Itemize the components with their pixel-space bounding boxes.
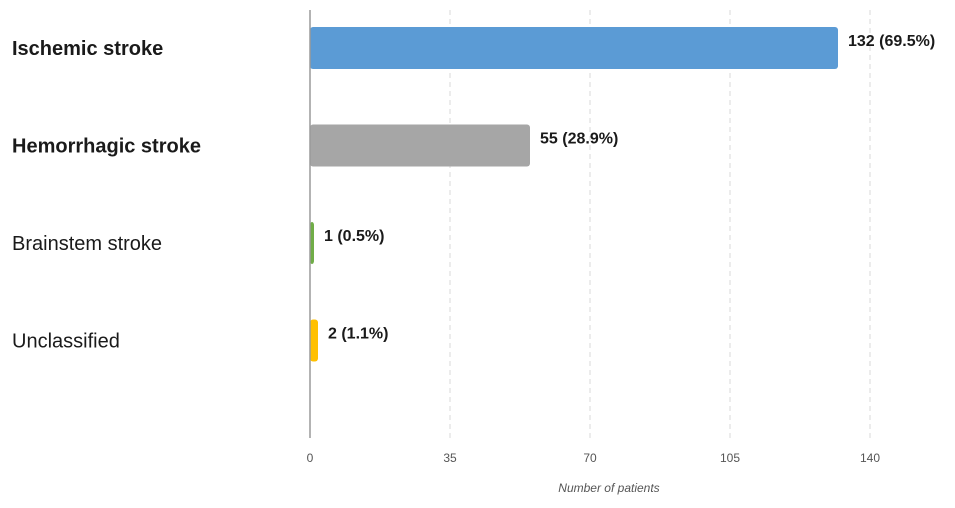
bar bbox=[310, 27, 838, 69]
x-tick-label: 105 bbox=[720, 451, 740, 465]
x-tick-labels: 0 35 70 105 140 bbox=[307, 451, 881, 465]
data-label: 1 (0.5%) bbox=[324, 228, 384, 245]
data-label: 2 (1.1%) bbox=[328, 326, 388, 343]
data-label: 132 (69.5%) bbox=[848, 33, 935, 50]
x-tick-label: 35 bbox=[443, 451, 457, 465]
bar bbox=[310, 319, 318, 362]
category-label: Unclassified bbox=[12, 331, 120, 353]
bar bbox=[310, 124, 530, 167]
x-axis-title: Number of patients bbox=[558, 481, 659, 495]
category-labels: Ischemic stroke Hemorrhagic stroke Brainst… bbox=[12, 38, 201, 353]
x-tick-label: 70 bbox=[583, 451, 597, 465]
data-labels: 132 (69.5%) 55 (28.9%) 1 (0.5%) 2 (1.1%) bbox=[324, 33, 935, 343]
bars bbox=[310, 27, 838, 362]
x-tick-label: 0 bbox=[307, 451, 314, 465]
x-tick-label: 140 bbox=[860, 451, 880, 465]
bar bbox=[310, 222, 314, 264]
category-label: Brainstem stroke bbox=[12, 233, 162, 255]
grid-lines bbox=[449, 10, 871, 438]
category-label: Ischemic stroke bbox=[12, 38, 163, 60]
data-label: 55 (28.9%) bbox=[540, 131, 618, 148]
category-label: Hemorrhagic stroke bbox=[12, 136, 201, 158]
